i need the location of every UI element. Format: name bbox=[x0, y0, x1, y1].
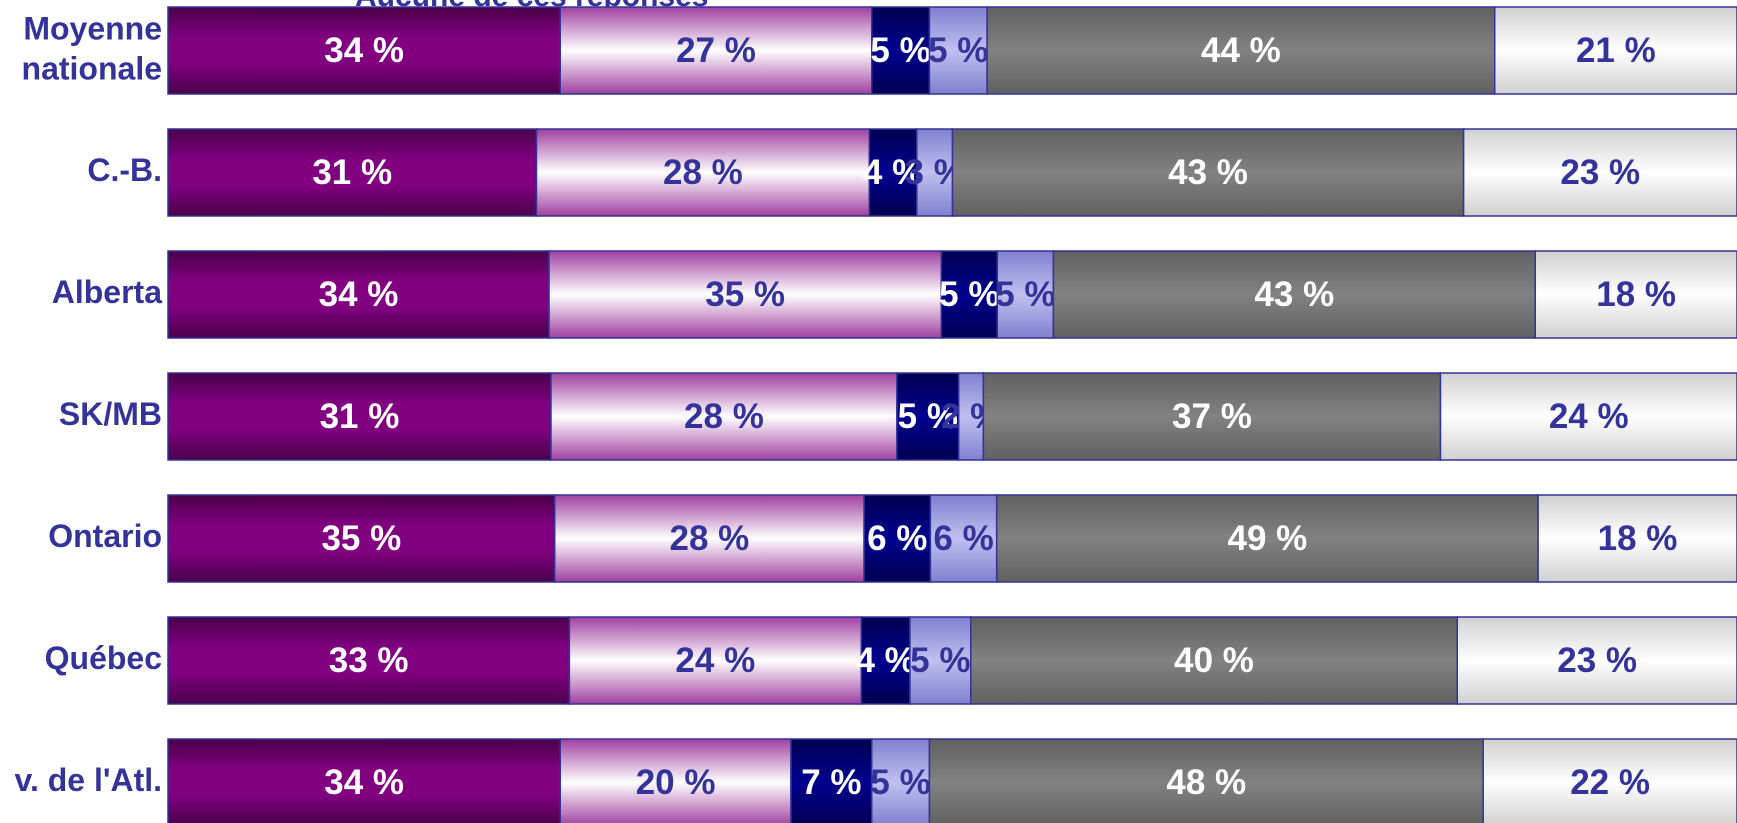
category-label: Moyenne nationale bbox=[22, 11, 162, 87]
value-label: 5 % bbox=[928, 31, 988, 70]
bar-segment bbox=[167, 738, 561, 823]
bar-segment bbox=[553, 494, 865, 583]
value-label: 27 % bbox=[676, 31, 756, 70]
bar-segment bbox=[167, 616, 571, 705]
bar-segment bbox=[535, 128, 871, 217]
value-label: 7 % bbox=[801, 763, 861, 802]
value-label: 49 % bbox=[1228, 519, 1308, 558]
value-label: 5 % bbox=[870, 763, 930, 802]
category-label: SK/MB bbox=[59, 396, 162, 432]
bar-segment bbox=[550, 372, 898, 461]
bar-segment bbox=[1456, 616, 1737, 705]
value-label: 31 % bbox=[320, 397, 400, 436]
bar-segment bbox=[1439, 372, 1737, 461]
value-label: 6 % bbox=[933, 519, 993, 558]
bar-segment bbox=[167, 372, 552, 461]
bar-segment bbox=[568, 616, 863, 705]
bar-segment bbox=[548, 250, 943, 339]
bar-segment bbox=[167, 128, 538, 217]
bar-segment bbox=[996, 250, 1055, 339]
value-label: 5 % bbox=[995, 275, 1055, 314]
category-label: Ontario bbox=[48, 518, 162, 554]
value-label: 23 % bbox=[1557, 641, 1637, 680]
value-label: 35 % bbox=[705, 275, 785, 314]
value-label: 18 % bbox=[1596, 275, 1676, 314]
category-label: Québec bbox=[45, 640, 162, 676]
value-label: 22 % bbox=[1570, 763, 1650, 802]
value-label: 18 % bbox=[1598, 519, 1678, 558]
bar-segment bbox=[870, 738, 931, 823]
value-label: 31 % bbox=[312, 153, 392, 192]
value-label: 40 % bbox=[1174, 641, 1254, 680]
value-label: 4 % bbox=[855, 641, 915, 680]
value-label: 44 % bbox=[1201, 31, 1281, 70]
bar-segment bbox=[995, 494, 1539, 583]
bar-segment bbox=[896, 372, 960, 461]
value-label: 34 % bbox=[324, 31, 404, 70]
value-label: 37 % bbox=[1172, 397, 1252, 436]
value-label: 24 % bbox=[675, 641, 755, 680]
bar-segment bbox=[929, 494, 998, 583]
value-label: 34 % bbox=[319, 275, 399, 314]
value-label: 5 % bbox=[939, 275, 999, 314]
value-label: 34 % bbox=[324, 763, 404, 802]
bar-segment bbox=[1493, 6, 1737, 95]
value-label: 43 % bbox=[1168, 153, 1248, 192]
value-label: 6 % bbox=[867, 519, 927, 558]
category-label: C.-B. bbox=[87, 152, 162, 188]
value-label: 5 % bbox=[898, 397, 958, 436]
bar-segment bbox=[1052, 250, 1537, 339]
bar-segment bbox=[167, 250, 550, 339]
value-label: 43 % bbox=[1254, 275, 1334, 314]
value-label: 35 % bbox=[321, 519, 401, 558]
bar-segment bbox=[559, 6, 873, 95]
bar-segment bbox=[986, 6, 1496, 95]
bar-segment bbox=[1534, 250, 1737, 339]
bar-segment bbox=[863, 494, 932, 583]
value-label: 20 % bbox=[636, 763, 716, 802]
value-label: 28 % bbox=[684, 397, 764, 436]
value-label: 33 % bbox=[329, 641, 409, 680]
bar-segment bbox=[1482, 738, 1737, 823]
value-label: 23 % bbox=[1560, 153, 1640, 192]
bar-segment bbox=[1462, 128, 1737, 217]
bar-segment bbox=[909, 616, 972, 705]
bar-segment bbox=[1537, 494, 1737, 583]
bar-segment bbox=[916, 128, 954, 217]
bar-segment bbox=[940, 250, 999, 339]
value-label: 5 % bbox=[870, 31, 930, 70]
value-label: 28 % bbox=[670, 519, 750, 558]
value-label: 5 % bbox=[910, 641, 970, 680]
category-label: Alberta bbox=[52, 274, 162, 310]
bar-segment bbox=[167, 494, 556, 583]
value-label: 24 % bbox=[1549, 397, 1629, 436]
bar-segment bbox=[868, 128, 918, 217]
bar-segment bbox=[951, 128, 1465, 217]
value-label: 4 % bbox=[863, 153, 923, 192]
value-label: 21 % bbox=[1576, 31, 1656, 70]
value-label: 28 % bbox=[663, 153, 743, 192]
bar-segment bbox=[790, 738, 873, 823]
value-label: 48 % bbox=[1166, 763, 1246, 802]
category-label: v. de l'Atl. bbox=[15, 762, 162, 798]
